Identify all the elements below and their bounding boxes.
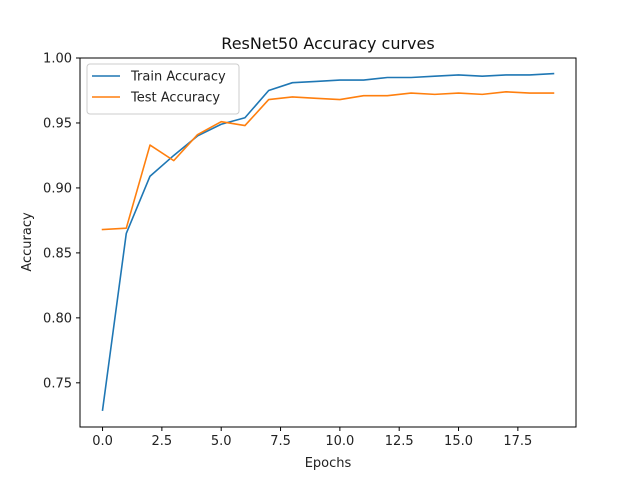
y-tick-label: 0.75 (43, 376, 72, 391)
x-tick-label: 7.5 (270, 434, 291, 449)
legend-label-test-accuracy: Test Accuracy (130, 91, 220, 106)
x-tick-label: 2.5 (152, 434, 173, 449)
series-layer (101, 72, 555, 412)
x-axis-title: Epochs (305, 456, 352, 471)
x-tick-label: 0.0 (92, 434, 113, 449)
x-tick-label: 10.0 (325, 434, 354, 449)
x-tick-label: 12.5 (385, 434, 414, 449)
x-tick-label: 15.0 (444, 434, 473, 449)
legend-label-train-accuracy: Train Accuracy (130, 70, 226, 85)
y-axis-title: Accuracy (20, 212, 35, 272)
y-axis-ticks: 0.75 0.80 0.85 0.90 0.95 1.00 (43, 52, 80, 391)
y-tick-label: 0.95 (43, 116, 72, 131)
series-line-train-accuracy (101, 72, 555, 412)
chart-title: ResNet50 Accuracy curves (221, 34, 434, 53)
plot-frame (79, 57, 577, 428)
x-axis-ticks: 0.0 2.5 5.0 7.5 10.0 12.5 15.0 17.5 (92, 427, 532, 449)
x-tick-label: 5.0 (211, 434, 232, 449)
series-line-test-accuracy (101, 90, 555, 231)
x-tick-label: 17.5 (503, 434, 532, 449)
y-tick-label: 0.90 (43, 181, 72, 196)
legend: Train Accuracy Test Accuracy (86, 63, 240, 115)
y-tick-label: 0.80 (43, 311, 72, 326)
legend-box (86, 63, 240, 115)
y-tick-label: 0.85 (43, 246, 72, 261)
y-tick-label: 1.00 (43, 52, 72, 67)
